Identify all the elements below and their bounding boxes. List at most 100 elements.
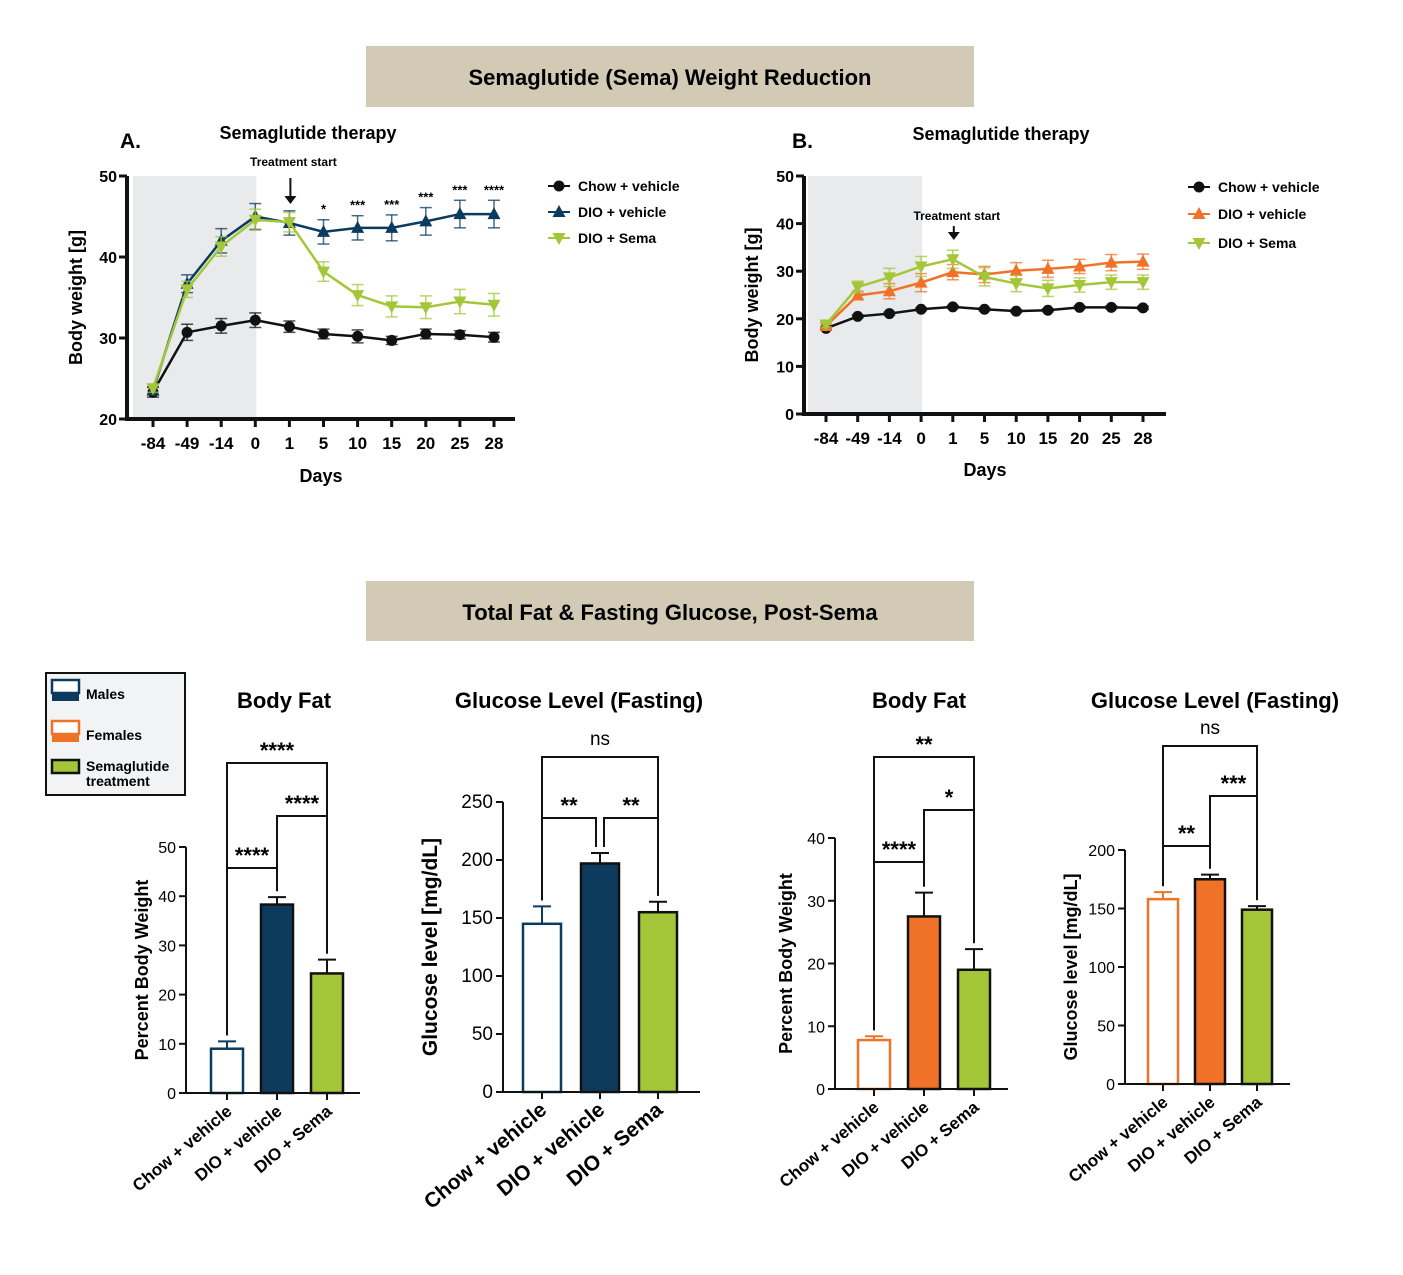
marker-circle (181, 326, 193, 338)
significance-bracket (873, 756, 975, 1031)
x-tick-label: 15 (382, 434, 401, 453)
marker-circle (454, 329, 466, 341)
x-tick-label: 0 (251, 434, 260, 453)
y-tick-label: 50 (99, 169, 117, 186)
x-tick-label: -49 (845, 429, 870, 448)
chart-title: Body Fat (237, 688, 332, 713)
chart-title: Semaglutide therapy (219, 123, 396, 143)
y-tick-label: 0 (785, 407, 794, 424)
bar (906, 915, 942, 1091)
significance-bracket (226, 762, 328, 1036)
y-axis-label: Glucose level [mg/dL] (1061, 873, 1081, 1060)
x-tick-label: 15 (1038, 429, 1057, 448)
marker-triangle-down (487, 299, 501, 312)
marker-triangle-up (914, 275, 928, 288)
marker-circle (915, 303, 927, 315)
marker-circle (249, 314, 261, 326)
marker-triangle-down (248, 214, 262, 227)
header-banner-2 (366, 581, 974, 641)
y-tick-label: 0 (1106, 1077, 1115, 1094)
marker-triangle-up (1009, 263, 1023, 276)
significance-label: *** (350, 198, 366, 213)
significance-bracket (1162, 745, 1258, 901)
y-tick-label: 50 (776, 169, 794, 186)
y-tick-label: 0 (167, 1086, 176, 1103)
series-chow-vehicle (820, 301, 1149, 334)
bar (1240, 908, 1274, 1086)
x-tick-label: 10 (1007, 429, 1026, 448)
y-tick-label: 50 (472, 1024, 493, 1045)
bar (637, 910, 679, 1094)
marker-circle (1193, 181, 1205, 193)
bar (259, 903, 295, 1095)
header-title-1: Semaglutide (Sema) Weight Reduction (469, 65, 872, 90)
x-tick-label: -14 (877, 429, 902, 448)
significance-label: ns (1200, 718, 1220, 739)
line-chart-a: A. Semaglutide therapy 20 30 40 50 -84 -49 -14 0 1… (66, 123, 680, 486)
y-tick-label: 30 (158, 938, 176, 955)
marker-triangle-up (419, 214, 433, 227)
chart-title: Semaglutide therapy (912, 124, 1089, 144)
y-tick-label: 20 (158, 988, 176, 1005)
significance-label: **** (260, 738, 295, 763)
significance-label: ** (915, 732, 933, 757)
marker-circle (352, 330, 364, 342)
marker-triangle-down (180, 284, 194, 297)
x-tick-label: 28 (485, 434, 504, 453)
marker-circle (1074, 301, 1086, 313)
y-tick-label: 40 (807, 831, 825, 848)
marker-triangle-up (1041, 261, 1055, 274)
y-tick-label: 20 (776, 312, 794, 329)
marker-triangle-up (1073, 259, 1087, 272)
y-tick-label: 10 (776, 359, 794, 376)
marker-triangle-down (1073, 280, 1087, 293)
marker-triangle-down (385, 301, 399, 314)
y-tick-label: 0 (816, 1082, 825, 1099)
marker-triangle-up (882, 284, 896, 297)
bar-chart-1: Glucose Level (Fasting)050100150200250Ch… (419, 688, 703, 1214)
y-tick-label: 50 (1097, 1019, 1115, 1036)
panel-label: B. (792, 130, 813, 153)
marker-triangle-down (453, 296, 467, 309)
marker-triangle-up (317, 224, 330, 237)
legend-label: DIO + Sema (578, 230, 656, 246)
marker-circle (1137, 302, 1149, 314)
y-tick-label: 20 (99, 412, 117, 429)
marker-triangle-up (351, 220, 365, 233)
marker-triangle-down (914, 261, 928, 274)
bar (209, 1047, 245, 1095)
marker-circle (318, 328, 329, 340)
marker-circle (488, 331, 500, 343)
y-tick-label: 10 (158, 1037, 176, 1054)
marker-circle (1042, 304, 1054, 316)
marker-triangle-down (851, 281, 865, 294)
marker-triangle-up (453, 207, 467, 220)
arrow-down-icon (284, 196, 297, 204)
y-tick-label: 40 (158, 889, 176, 906)
marker-triangle-down (1136, 277, 1150, 290)
significance-bracket (541, 756, 659, 901)
y-axis-label: Percent Body Weight (132, 880, 152, 1061)
legend-label: DIO + vehicle (1218, 206, 1307, 222)
x-tick-label: 25 (450, 434, 469, 453)
marker-circle (420, 328, 432, 340)
legend-swatch (50, 758, 81, 775)
series-dio-sema (819, 249, 1150, 332)
marker-triangle-down (819, 319, 833, 332)
significance-label: ** (1178, 821, 1196, 846)
significance-label: **** (285, 791, 320, 816)
bar (1193, 878, 1227, 1086)
chart-title: Glucose Level (Fasting) (455, 688, 703, 713)
legend-label: DIO + vehicle (578, 204, 667, 220)
legend-label: Semaglutide treatment (86, 758, 169, 789)
series-chow-vehicle (147, 312, 500, 398)
y-tick-label: 200 (1088, 843, 1115, 860)
legend-swatch-bar (52, 735, 79, 742)
legend-swatch (50, 719, 81, 736)
marker-triangle-down (351, 290, 365, 303)
marker-triangle-up (385, 220, 399, 233)
significance-label: *** (1221, 771, 1247, 796)
treatment-start-annotation: Treatment start (913, 209, 1000, 223)
arrow-down-icon (947, 232, 960, 240)
